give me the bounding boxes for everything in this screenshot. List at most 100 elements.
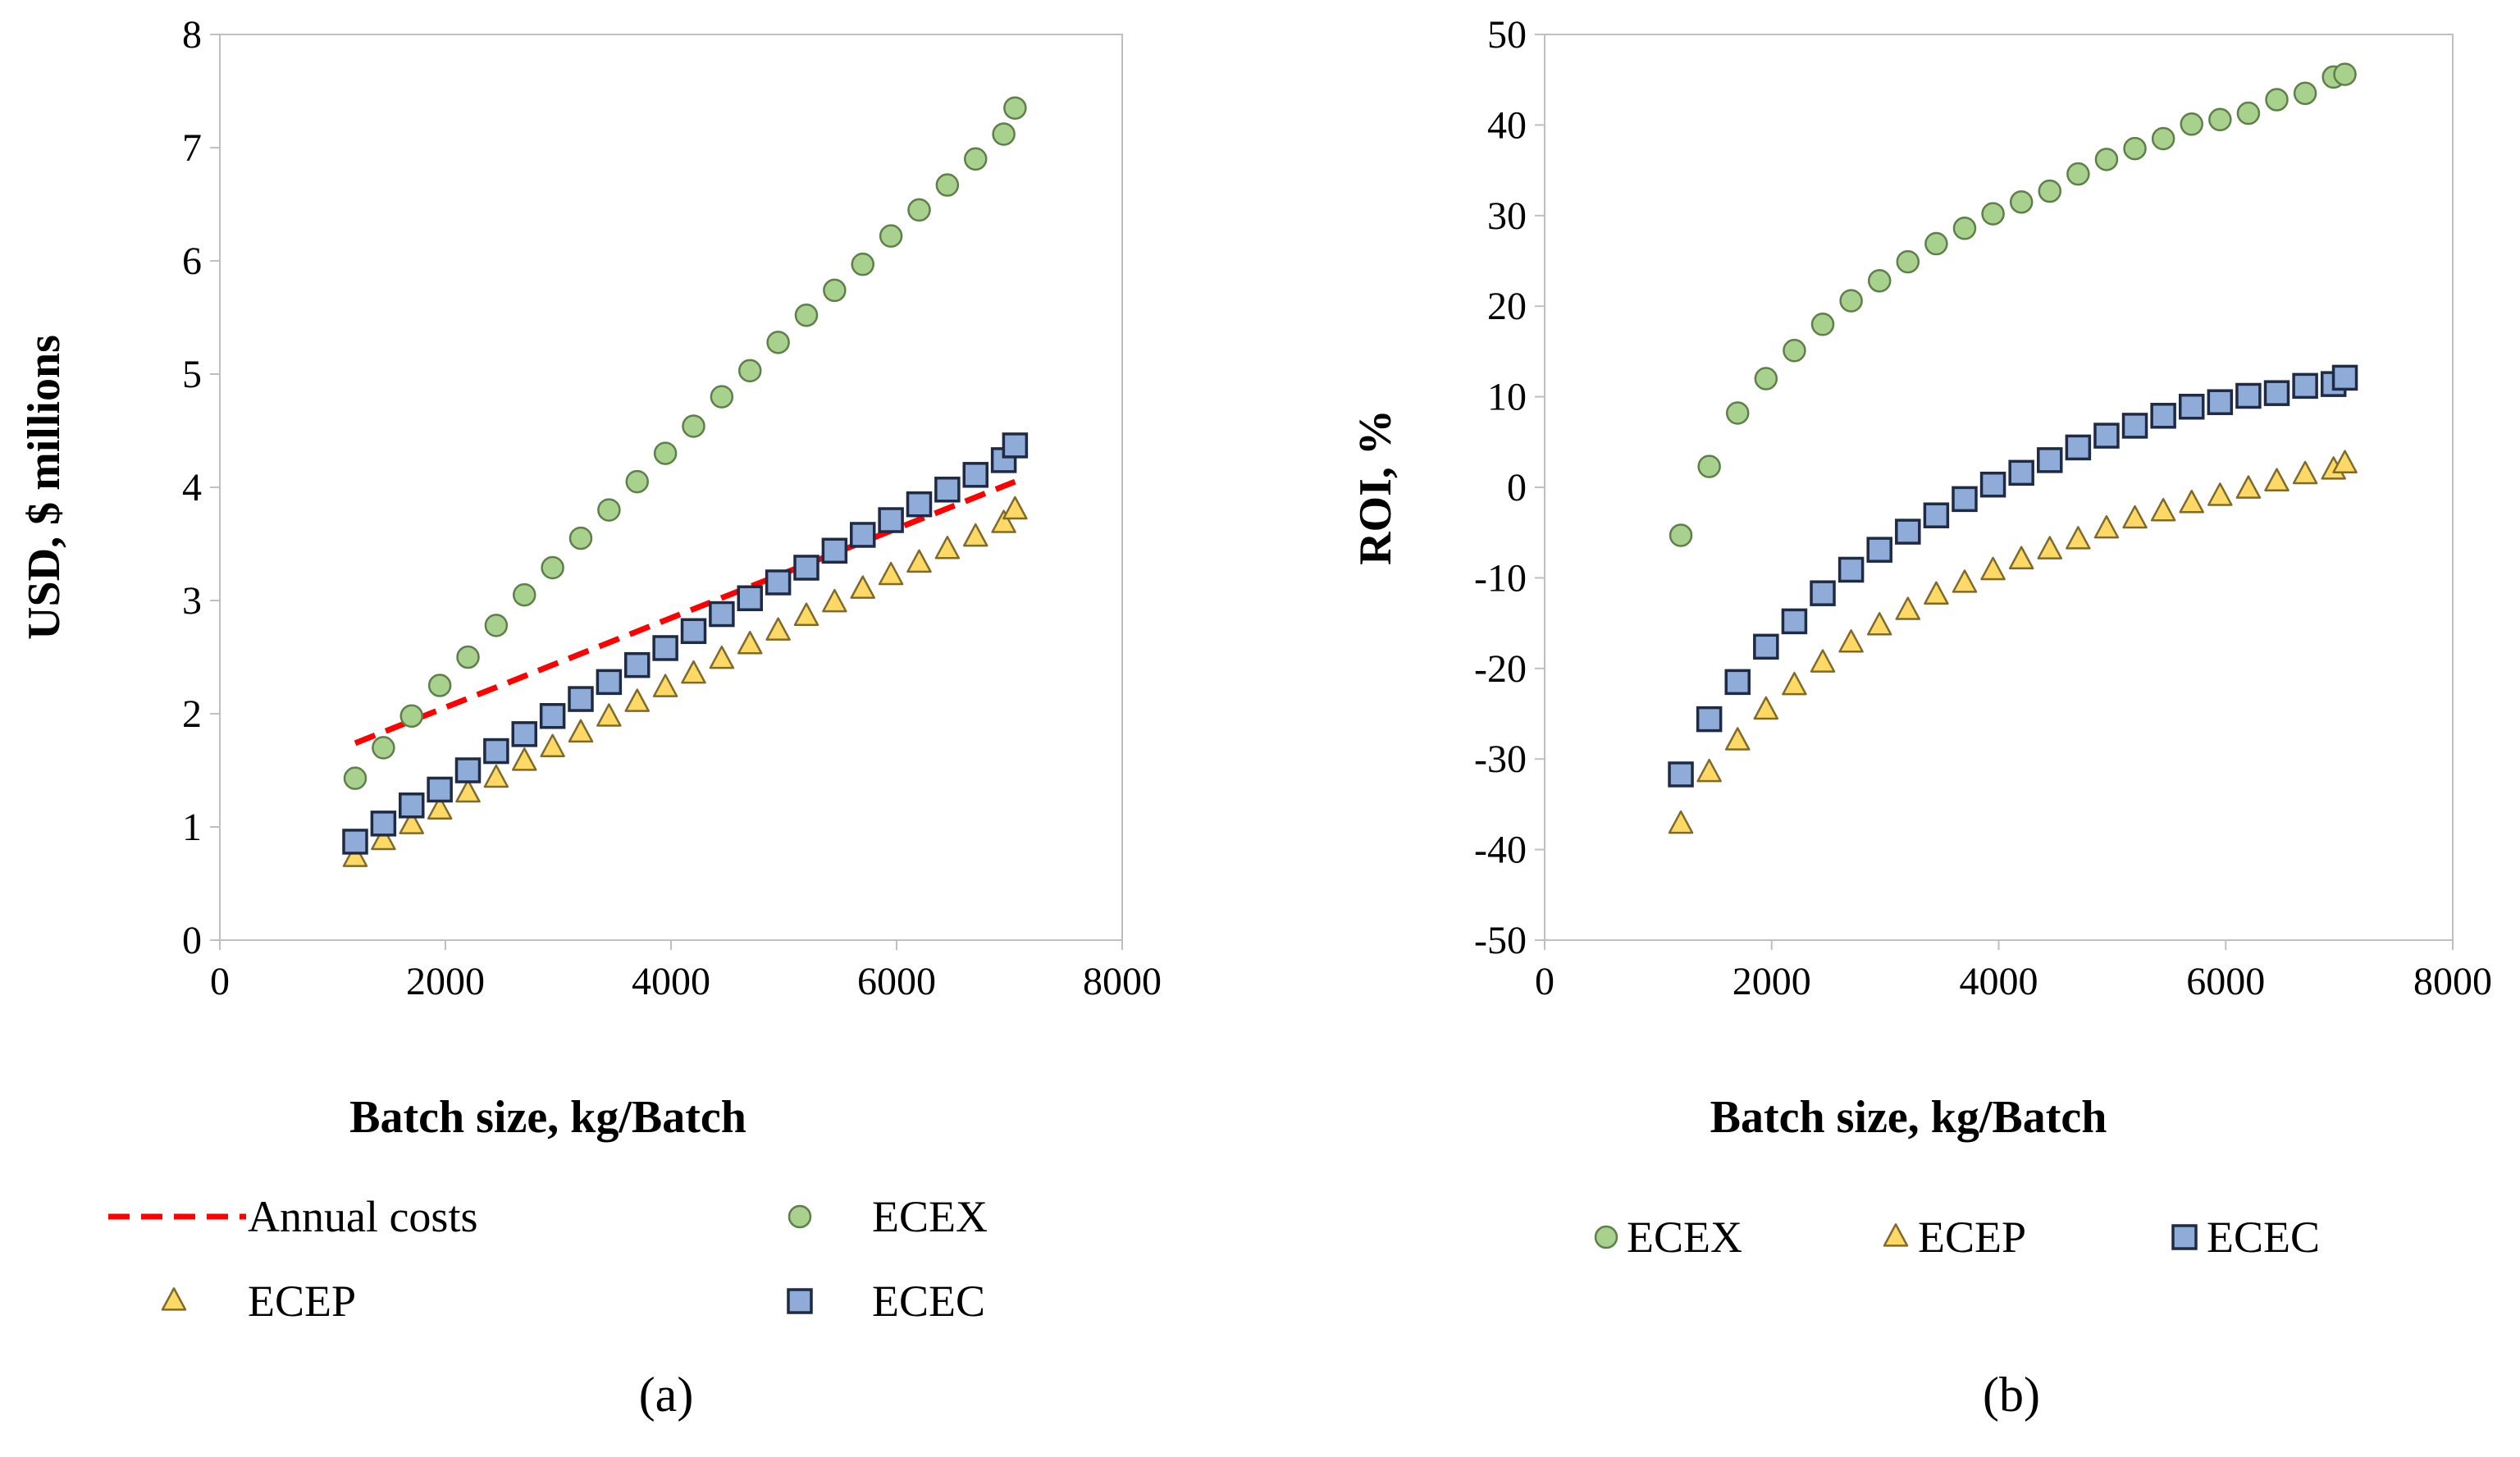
data-point-ecep [2292,460,2318,485]
legend-ecec-label: ECEC [872,1277,985,1326]
x-tick-label: 0 [210,960,230,1003]
data-point-ecec [906,491,933,518]
panel-a: 0 1 2 3 4 5 6 7 8 0 2000 4000 6000 8000 Batch size, kg… [19,13,1162,1422]
data-point-ecex [597,498,621,522]
legend-ecec-swatch [2171,1224,2198,1250]
data-point-ecec [680,618,707,645]
series-ecex [343,96,1027,790]
data-point-ecec [1810,580,1836,606]
data-point-ecep [342,843,368,867]
data-point-ecec [2178,393,2205,420]
data-point-ecex [1725,401,1750,425]
data-point-ecex [1783,339,1806,363]
data-point-ecex [2038,179,2062,203]
data-point-ecex [1839,289,1863,313]
data-point-ecep [596,703,622,727]
data-point-ecep [2037,536,2063,560]
data-point-ecec [1696,706,1723,733]
legend-ecex-swatch [788,1204,812,1229]
data-point-ecec [483,738,509,765]
panel-b: -50 -40 -30 -20 -10 0 10 20 30 40 50 0 2000 4000 6000 8… [1350,13,2492,1422]
y-tick-label: 5 [182,353,202,396]
data-point-ecep [793,602,819,626]
y-tick-label: -50 [1474,919,1527,962]
y-axis-title: USD, $ millions [19,335,70,640]
y-tick-label: 6 [182,240,202,283]
data-point-ecep [2264,468,2289,492]
series-ecec [1668,364,2358,788]
data-point-ecep [399,811,424,834]
data-point-ecex [427,674,452,697]
data-point-ecex [1981,202,2005,226]
data-point-ecec [2207,389,2234,415]
data-point-ecex [484,614,509,637]
data-point-ecec [652,635,678,661]
data-point-ecec [2235,382,2262,409]
data-point-ecec [1923,502,1950,528]
data-point-ecec [427,776,453,803]
data-point-ecec [793,555,819,581]
x-tick-label: 6000 [857,960,936,1003]
legend-ecep-label: ECEP [1918,1213,2026,1262]
data-point-ecex [794,303,819,327]
data-point-ecep [1952,569,1978,593]
annual-costs-line [354,478,1016,747]
data-point-ecex [1754,367,1778,391]
data-point-ecex [2151,126,2175,151]
y-tick-label: 40 [1487,103,1527,147]
data-point-ecec [962,462,988,488]
data-point-ecex [625,469,649,494]
data-point-ecep [2207,482,2233,506]
data-point-ecep [878,561,904,586]
legend-annual-costs-label: Annual costs [248,1192,477,1241]
data-point-ecep [822,588,847,613]
data-point-ecep [991,509,1016,533]
y-tick-label: 7 [182,126,202,170]
data-point-ecep [2008,546,2034,569]
data-point-ecex [682,414,705,438]
data-point-ecex [2236,101,2261,126]
data-point-ecex [513,582,536,607]
data-point-ecex [2123,136,2147,161]
series-ecec [342,432,1029,855]
data-point-ecex [1697,454,1721,478]
data-point-ecep [765,617,791,641]
data-point-ecex [935,173,960,197]
data-point-ecex [823,278,847,303]
data-point-ecec [2008,459,2034,486]
data-point-ecec [1895,518,1921,545]
panel-label: (b) [1983,1368,2040,1422]
data-point-ecex [1669,523,1693,547]
data-point-ecec [624,651,651,678]
data-point-ecex [710,385,734,409]
data-point-ecep [934,536,961,560]
x-tick-label: 0 [1535,960,1554,1003]
data-point-ecep [2093,514,2120,539]
data-point-ecec [370,811,397,837]
data-point-ecex [1003,96,1027,120]
data-point-ecec [454,757,482,783]
y-tick-label: 10 [1487,376,1527,419]
legend-a: Annual costs ECEX ECEP ECEC [108,1192,988,1326]
data-point-ecep [1980,556,2006,581]
data-point-ecex [343,766,368,790]
y-tick-label: -30 [1474,738,1527,781]
data-point-ecex [2094,148,2119,171]
data-point-ecep [483,764,509,788]
data-point-ecec [596,669,623,696]
y-tick-label: 3 [182,579,202,623]
y-tick-label: -10 [1474,556,1527,600]
data-point-ecep [850,575,875,599]
data-point-ecep [427,796,453,820]
data-point-ecex [2180,112,2203,136]
data-point-ecex [1867,269,1892,293]
data-point-ecep [1838,629,1864,653]
data-point-ecex [653,441,678,465]
data-point-ecep [963,523,988,547]
legend-ecep-label: ECEP [248,1277,356,1326]
data-point-ecep [512,747,537,771]
legend-ecex-label: ECEX [872,1192,988,1241]
data-point-ecec [2150,403,2176,429]
legend-ecex-label: ECEX [1627,1213,1742,1262]
